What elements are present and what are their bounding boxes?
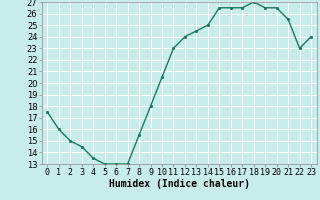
X-axis label: Humidex (Indice chaleur): Humidex (Indice chaleur) xyxy=(109,179,250,189)
